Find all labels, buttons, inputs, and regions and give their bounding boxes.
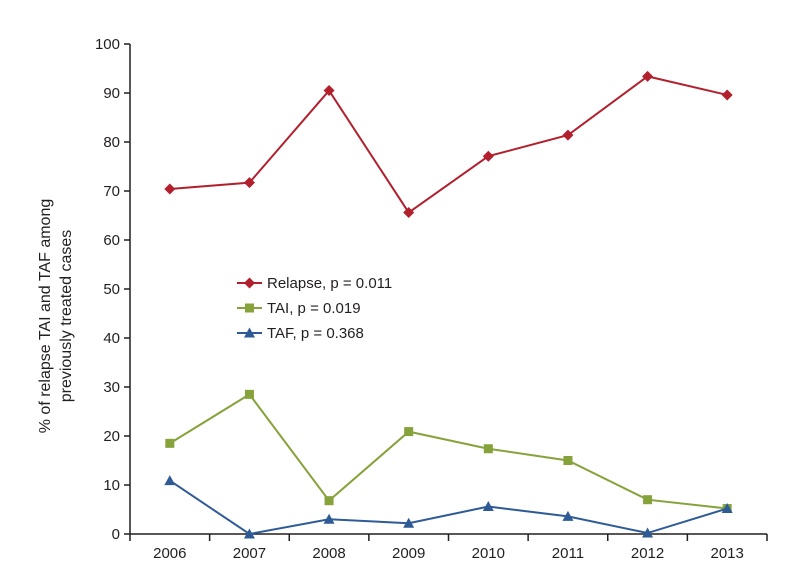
legend-label: TAI, p = 0.019 (267, 300, 361, 317)
data-point (164, 475, 176, 486)
series-square (165, 389, 732, 514)
data-point (403, 207, 415, 219)
y-tick-label: 10 (103, 477, 120, 494)
y-tick-label: 80 (103, 134, 120, 151)
data-point (483, 444, 493, 454)
y-tick-label: 20 (103, 428, 120, 445)
data-point (243, 177, 255, 189)
legend-label: Relapse, p = 0.011 (267, 275, 392, 292)
y-axis-title-line2: previously treated cases (58, 230, 75, 403)
y-tick-label: 0 (112, 526, 120, 543)
data-point (244, 389, 254, 399)
x-axis-ticks: 2006 2007 2008 2009 2010 2011 2012 2013 (129, 534, 768, 562)
x-tick-label: 2013 (711, 545, 744, 562)
x-tick-label: 2010 (472, 545, 505, 562)
y-axis-title-line1: % of relapse TAI and TAF among (37, 199, 54, 434)
y-tick-label: 100 (95, 36, 120, 53)
data-point (323, 85, 335, 97)
legend-swatch-marker (245, 303, 254, 313)
data-point (721, 503, 733, 514)
legend-item: TAF, p = 0.368 (237, 325, 364, 342)
y-tick-label: 30 (103, 379, 120, 396)
data-point (164, 183, 176, 195)
y-tick-label: 40 (103, 330, 120, 347)
series-line (169, 75, 728, 214)
x-tick-label: 2008 (312, 545, 345, 562)
x-tick-label: 2009 (392, 545, 425, 562)
y-tick-label: 70 (103, 183, 120, 200)
legend-item: TAI, p = 0.019 (237, 300, 361, 317)
series-line (169, 479, 728, 536)
data-point (482, 501, 494, 512)
x-tick-label: 2006 (153, 545, 186, 562)
series-line (169, 393, 728, 510)
data-point (562, 129, 574, 141)
x-tick-label: 2011 (552, 545, 584, 562)
data-point (323, 513, 335, 524)
series-layer (164, 70, 733, 539)
data-point (482, 150, 494, 162)
y-axis-ticks: 0 10 20 30 40 50 60 70 80 90 100 (95, 36, 130, 543)
y-axis-title: % of relapse TAI and TAF among previousl… (37, 199, 75, 434)
y-tick-label: 60 (103, 232, 120, 249)
legend-item: Relapse, p = 0.011 (237, 275, 392, 292)
x-tick-label: 2012 (631, 545, 664, 562)
series-diamond (164, 70, 733, 219)
data-point (642, 527, 654, 538)
data-point (642, 70, 654, 82)
x-tick-label: 2007 (233, 545, 266, 562)
series-triangle (164, 475, 733, 539)
legend-swatch-marker (244, 277, 255, 289)
data-point (165, 438, 175, 448)
data-point (403, 517, 415, 528)
data-point (563, 456, 573, 465)
data-point (562, 510, 574, 521)
y-tick-label: 90 (103, 85, 120, 102)
data-point (643, 495, 653, 505)
data-point (243, 528, 255, 539)
data-point (721, 89, 733, 101)
data-point (404, 427, 414, 437)
y-tick-label: 50 (103, 281, 120, 298)
data-point (324, 496, 334, 506)
legend-swatch-marker (244, 327, 255, 338)
legend-label: TAF, p = 0.368 (267, 325, 364, 342)
legend: Relapse, p = 0.011 TAI, p = 0.019 TAF, p =… (237, 275, 392, 342)
